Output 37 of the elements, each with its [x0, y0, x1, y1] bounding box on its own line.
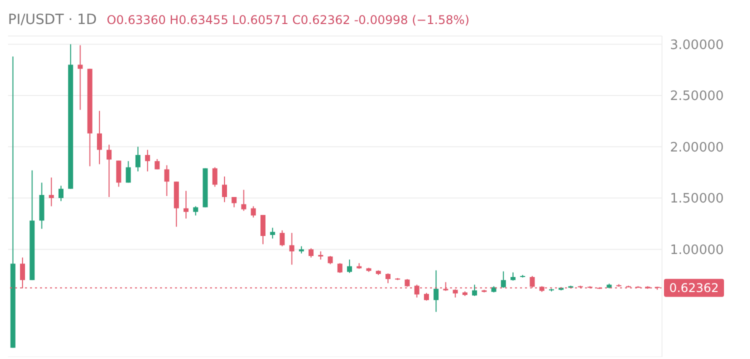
chart-subtitle: O0.63360 H0.63455 L0.60571 C0.62362 -0.00998 (−1.58%) — [106, 13, 470, 27]
candlestick — [96, 110, 102, 165]
candlestick — [154, 158, 160, 170]
candlestick — [78, 44, 83, 110]
y-tick-label: 1.50000 — [670, 192, 724, 207]
candlestick — [212, 166, 218, 188]
y-tick-label: 3.00000 — [670, 38, 724, 53]
y-tick-label: 1.00000 — [670, 242, 724, 258]
candlestick — [337, 262, 342, 274]
y-tick-label: 2.50000 — [670, 89, 724, 104]
candlestick — [48, 177, 54, 207]
candlestick — [385, 272, 390, 284]
candlestick — [241, 189, 246, 212]
candlestick — [260, 214, 266, 245]
candlestick — [250, 206, 256, 218]
candlestick — [289, 232, 294, 266]
candlestick — [116, 160, 122, 188]
candlestick — [164, 164, 170, 196]
chart-title: PI/USDT · 1D — [8, 12, 97, 28]
candlestick — [106, 144, 112, 198]
candlestick — [500, 270, 506, 288]
candlestick — [222, 176, 227, 203]
ref-line-label: 0.62362 — [669, 280, 719, 295]
candlestick — [193, 206, 198, 216]
candlestick — [145, 149, 150, 172]
candlestick — [308, 248, 314, 258]
candlestick — [280, 230, 285, 247]
candlestick — [58, 185, 64, 202]
candlestick — [347, 259, 352, 274]
candlestick — [126, 160, 131, 184]
candlestick — [184, 190, 189, 220]
candlestick — [270, 227, 276, 240]
candlestick — [232, 196, 237, 208]
candlestick — [434, 270, 439, 312]
candlestick — [135, 146, 140, 172]
y-tick-label: 2.00000 — [670, 140, 724, 156]
candlestick — [472, 284, 478, 296]
